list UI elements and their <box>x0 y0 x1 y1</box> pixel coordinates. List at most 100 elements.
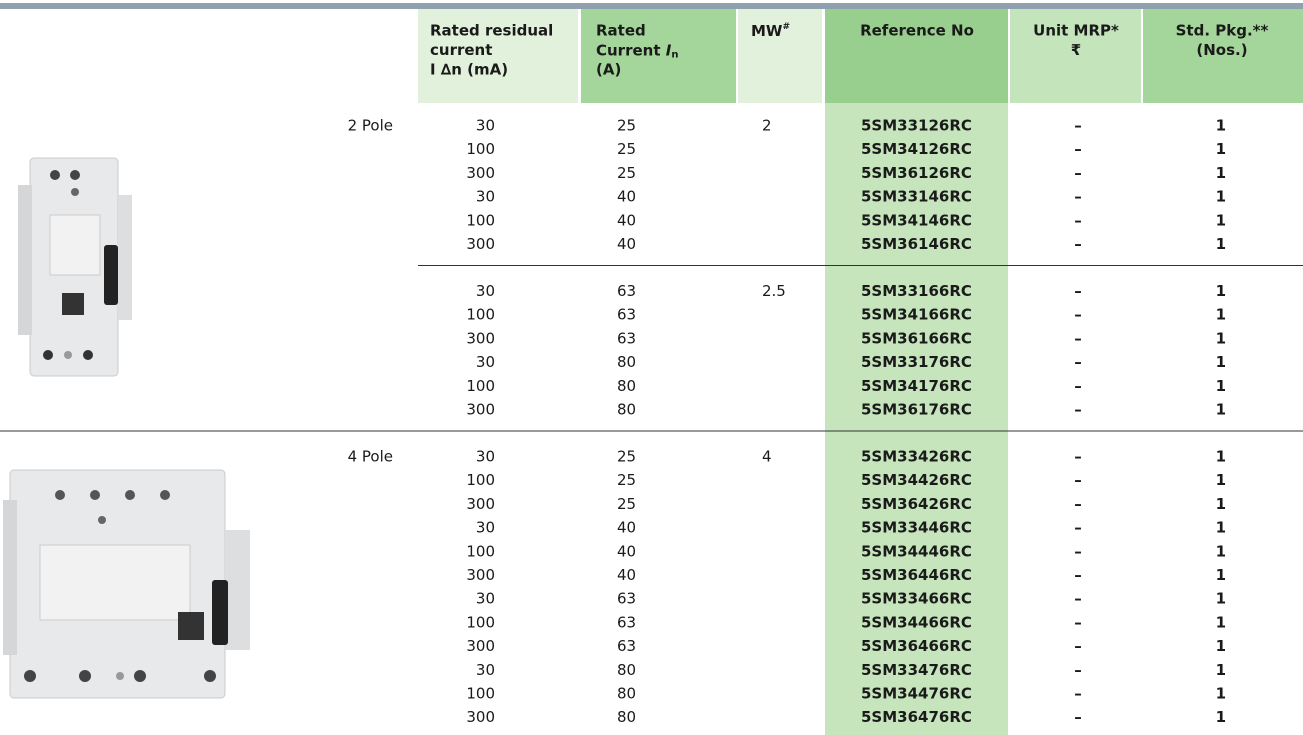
residual-current: 300 <box>466 329 495 347</box>
rated-current: 80 <box>617 708 636 726</box>
residual-current: 300 <box>466 235 495 253</box>
residual-current: 30 <box>476 590 495 608</box>
residual-current: 30 <box>476 661 495 679</box>
residual-current: 100 <box>466 306 495 324</box>
reference-no: 5SM34476RC <box>861 685 972 703</box>
unit-mrp: – <box>1074 495 1082 513</box>
product-image-2-pole <box>18 157 132 377</box>
std-pkg: 1 <box>1216 211 1226 229</box>
header-cell <box>418 9 578 103</box>
std-pkg: 1 <box>1216 140 1226 158</box>
rated-current: 80 <box>617 661 636 679</box>
std-pkg: 1 <box>1216 282 1226 300</box>
header-text: (A) <box>596 61 621 79</box>
top-rule <box>0 3 1303 9</box>
std-pkg: 1 <box>1216 661 1226 679</box>
residual-current: 100 <box>466 613 495 631</box>
std-pkg: 1 <box>1216 590 1226 608</box>
unit-mrp: – <box>1074 661 1082 679</box>
header-text: Reference No <box>860 22 974 40</box>
header-cell <box>1010 9 1141 103</box>
reference-column-band <box>825 103 1008 735</box>
residual-current: 300 <box>466 401 495 419</box>
reference-no: 5SM34176RC <box>861 377 972 395</box>
std-pkg: 1 <box>1216 329 1226 347</box>
residual-current: 100 <box>466 211 495 229</box>
rated-current: 63 <box>617 282 636 300</box>
header-cell <box>825 9 1008 103</box>
std-pkg: 1 <box>1216 566 1226 584</box>
rated-current: 25 <box>617 495 636 513</box>
header-text: Rated residual <box>430 22 553 40</box>
mw-value: 2.5 <box>762 282 786 300</box>
header-symbol: I <box>666 41 672 59</box>
mw-value: 2 <box>762 117 772 135</box>
residual-current: 100 <box>466 140 495 158</box>
residual-current: 300 <box>466 495 495 513</box>
header-text: MW <box>751 22 783 40</box>
reference-no: 5SM36166RC <box>861 329 972 347</box>
rated-current: 80 <box>617 685 636 703</box>
header-text: Unit MRP* <box>1033 22 1119 40</box>
unit-mrp: – <box>1074 590 1082 608</box>
rated-current: 63 <box>617 590 636 608</box>
unit-mrp: – <box>1074 211 1082 229</box>
header-text: Std. Pkg.** <box>1176 22 1269 40</box>
residual-current: 300 <box>466 637 495 655</box>
header-text: Current In <box>596 41 678 61</box>
unit-mrp: – <box>1074 566 1082 584</box>
unit-mrp: – <box>1074 140 1082 158</box>
header-text: ₹ <box>1071 41 1081 59</box>
unit-mrp: – <box>1074 708 1082 726</box>
rated-current: 40 <box>617 188 636 206</box>
std-pkg: 1 <box>1216 495 1226 513</box>
reference-no: 5SM36476RC <box>861 708 972 726</box>
mw-value: 4 <box>762 448 772 466</box>
rated-current: 63 <box>617 329 636 347</box>
unit-mrp: – <box>1074 306 1082 324</box>
rated-current: 25 <box>617 140 636 158</box>
std-pkg: 1 <box>1216 448 1226 466</box>
rated-current: 25 <box>617 471 636 489</box>
std-pkg: 1 <box>1216 708 1226 726</box>
group-label: 2 Pole <box>348 117 393 135</box>
reference-no: 5SM33176RC <box>861 353 972 371</box>
residual-current: 30 <box>476 353 495 371</box>
rated-current: 25 <box>617 117 636 135</box>
std-pkg: 1 <box>1216 637 1226 655</box>
unit-mrp: – <box>1074 613 1082 631</box>
residual-current: 100 <box>466 542 495 560</box>
unit-mrp: – <box>1074 164 1082 182</box>
rated-current: 63 <box>617 613 636 631</box>
reference-no: 5SM34446RC <box>861 542 972 560</box>
residual-current: 30 <box>476 519 495 537</box>
reference-no: 5SM33126RC <box>861 117 972 135</box>
std-pkg: 1 <box>1216 542 1226 560</box>
rated-current: 40 <box>617 211 636 229</box>
residual-current: 30 <box>476 188 495 206</box>
reference-no: 5SM33166RC <box>861 282 972 300</box>
reference-no: 5SM33146RC <box>861 188 972 206</box>
residual-current: 300 <box>466 708 495 726</box>
reference-no: 5SM36126RC <box>861 164 972 182</box>
unit-mrp: – <box>1074 448 1082 466</box>
reference-no: 5SM33446RC <box>861 519 972 537</box>
header-text: current <box>430 41 492 59</box>
rated-current: 40 <box>617 542 636 560</box>
header-cell <box>1143 9 1303 103</box>
unit-mrp: – <box>1074 329 1082 347</box>
std-pkg: 1 <box>1216 613 1226 631</box>
header-cell <box>738 9 822 103</box>
header-text: Current <box>596 41 666 59</box>
residual-current: 300 <box>466 164 495 182</box>
reference-no: 5SM34146RC <box>861 211 972 229</box>
group-label: 4 Pole <box>348 448 393 466</box>
rated-current: 40 <box>617 235 636 253</box>
header-superscript: # <box>782 22 790 32</box>
header-text: Rated <box>596 22 646 40</box>
std-pkg: 1 <box>1216 164 1226 182</box>
residual-current: 100 <box>466 685 495 703</box>
std-pkg: 1 <box>1216 188 1226 206</box>
std-pkg: 1 <box>1216 353 1226 371</box>
